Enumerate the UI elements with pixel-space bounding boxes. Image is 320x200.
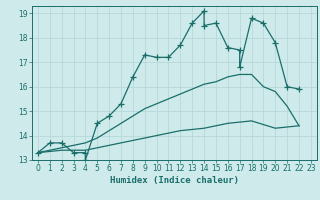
X-axis label: Humidex (Indice chaleur): Humidex (Indice chaleur) [110,176,239,185]
